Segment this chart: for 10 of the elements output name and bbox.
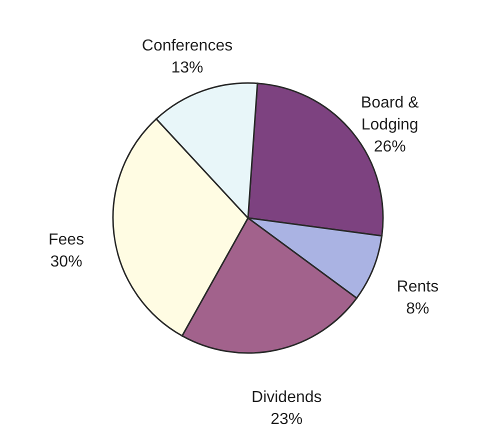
slice-label: Conferences: [142, 37, 233, 54]
slice-label: Fees: [48, 232, 84, 249]
slice-label: Dividends: [252, 388, 322, 406]
data-label: 30%: [50, 254, 82, 271]
data-label: 23%: [270, 410, 303, 428]
slice-label: Board & Lodging: [360, 94, 420, 134]
data-label: 26%: [374, 138, 406, 156]
slice-label: Rents: [396, 278, 439, 296]
data-label: 8%: [406, 300, 430, 318]
data-label: 13%: [171, 59, 204, 76]
